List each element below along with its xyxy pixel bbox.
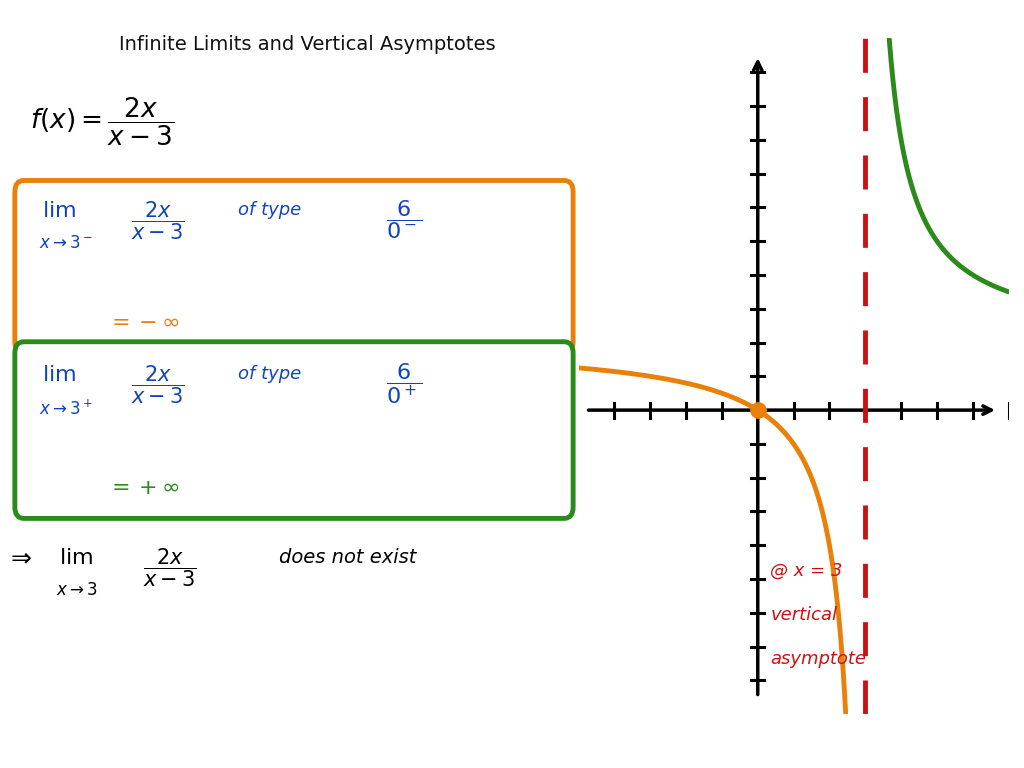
Text: $x \to 3^+$: $x \to 3^+$ — [39, 399, 93, 419]
Text: $\mathrm{lim}$: $\mathrm{lim}$ — [59, 548, 93, 568]
Text: $\dfrac{2x}{x-3}$: $\dfrac{2x}{x-3}$ — [131, 200, 184, 242]
Text: $\Rightarrow$: $\Rightarrow$ — [6, 545, 33, 569]
Text: does not exist: does not exist — [280, 548, 417, 568]
FancyBboxPatch shape — [14, 342, 573, 518]
FancyBboxPatch shape — [14, 180, 573, 353]
Text: asymptote: asymptote — [770, 650, 866, 668]
Text: $\mathrm{lim}$: $\mathrm{lim}$ — [42, 365, 76, 385]
Text: Infinite Limits and Vertical Asymptotes: Infinite Limits and Vertical Asymptotes — [119, 35, 496, 54]
Text: $\dfrac{2x}{x-3}$: $\dfrac{2x}{x-3}$ — [142, 547, 197, 589]
Text: $f(x) = \dfrac{2x}{x-3}$: $f(x) = \dfrac{2x}{x-3}$ — [30, 96, 174, 148]
Text: of type: of type — [238, 201, 301, 219]
Text: $x \to 3$: $x \to 3$ — [56, 581, 98, 599]
Text: $\dfrac{2x}{x-3}$: $\dfrac{2x}{x-3}$ — [131, 363, 184, 406]
Text: $x \to 3^-$: $x \to 3^-$ — [39, 234, 93, 252]
Text: $\mathrm{lim}$: $\mathrm{lim}$ — [42, 201, 76, 221]
Text: $= +\infty$: $= +\infty$ — [106, 478, 179, 498]
Text: @ x = 3: @ x = 3 — [770, 562, 843, 580]
Text: $= -\infty$: $= -\infty$ — [106, 312, 179, 332]
Text: $\dfrac{6}{0^-}$: $\dfrac{6}{0^-}$ — [386, 198, 422, 241]
Text: $\dfrac{6}{0^+}$: $\dfrac{6}{0^+}$ — [386, 362, 422, 406]
Text: vertical: vertical — [770, 606, 838, 624]
Text: of type: of type — [238, 365, 301, 382]
